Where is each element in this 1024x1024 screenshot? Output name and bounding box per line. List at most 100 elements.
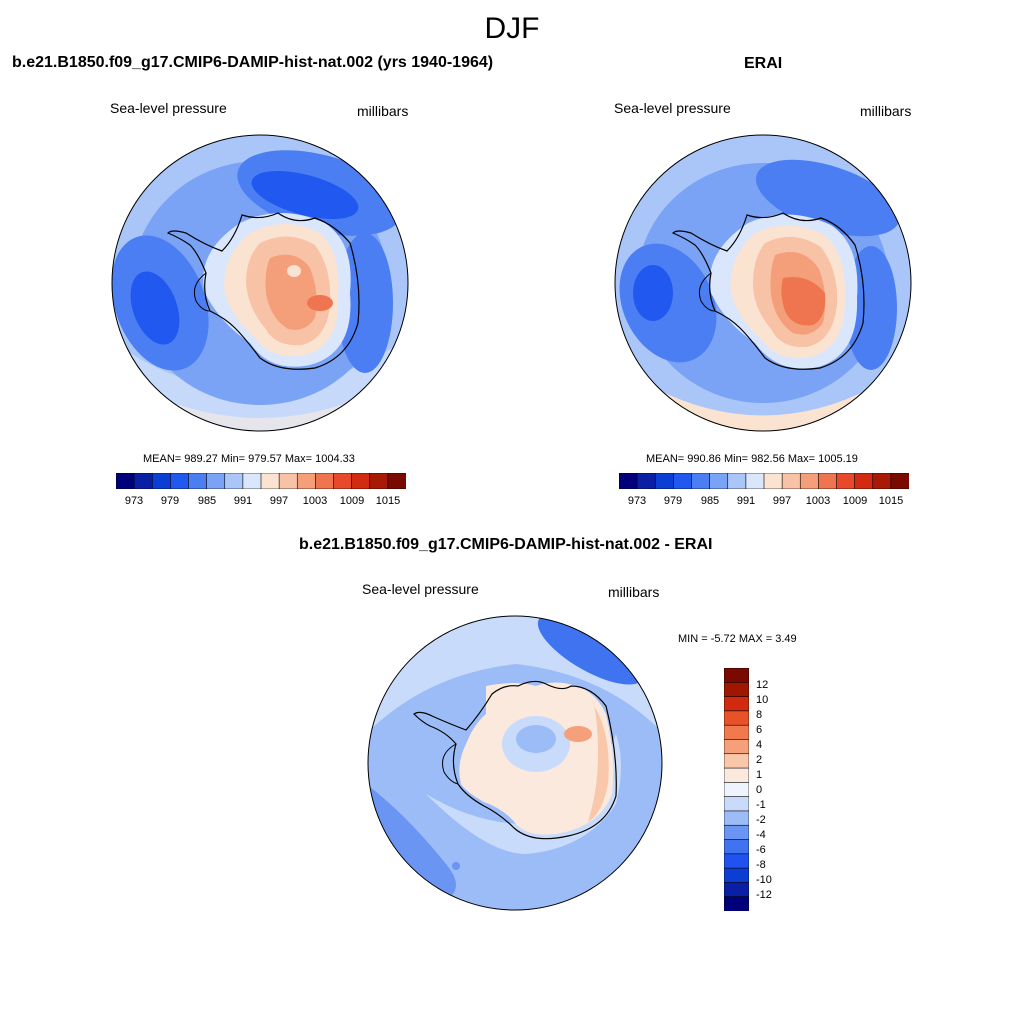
colorbar-tick: 1003 [302,495,328,507]
colorbar-swatch [724,710,749,726]
plateau-peak [307,295,333,311]
east-positive-anomaly [588,706,609,822]
colorbar-swatch [151,473,171,489]
peninsula-coast [442,743,459,785]
colorbar-tick: 991 [736,495,756,507]
colorbar-swatch [724,767,749,783]
panel-diff-variable-label: Sea-level pressure [362,581,479,597]
panel-model-variable-label: Sea-level pressure [110,100,227,116]
colorbar-swatch [745,473,765,489]
antarctica-coastline [671,212,865,370]
colorbar-tick: 997 [269,495,289,507]
deep-low-weddell [633,265,673,321]
colorbar-swatch [691,473,711,489]
deep-low-weddell [130,271,180,345]
colorbar-swatch [315,473,335,489]
panel-obs-units-label: millibars [860,103,912,119]
colorbar-swatch [224,473,244,489]
colorbar-swatch [242,473,262,489]
colorbar-tick: 8 [756,709,763,721]
colorbar-tick: -1 [756,799,766,811]
antarctica-coastline [166,212,360,370]
plateau-peak [781,277,826,326]
colorbar-tick: -4 [756,829,766,841]
strong-low-anomaly [537,616,645,685]
colorbar-swatch [116,473,135,489]
panel-obs-map [614,134,912,432]
colorbar-swatch [872,473,892,489]
panel-obs-colorbar [619,473,909,489]
colorbar-swatch [170,473,190,489]
colorbar-swatch [636,473,656,489]
colorbar-swatch [724,782,749,798]
colorbar-swatch [724,839,749,855]
colorbar-swatch [206,473,226,489]
colorbar-tick: -10 [756,874,772,886]
colorbar-tick: 973 [627,495,647,507]
colorbar-tick: 2 [756,754,763,766]
colorbar-tick: 1 [756,769,763,781]
panel-diff-colorbar [724,668,749,911]
antarctica-coastline [413,680,617,840]
colorbar-swatch [818,473,838,489]
panel-diff-colorbar-labels: 12 10 8 6 4 2 1 0 -1 -2 -4 -6 -8 -10 -12 [756,668,796,911]
colorbar-swatch [369,473,389,489]
colorbar-tick: 1009 [842,495,868,507]
panel-model-units-label: millibars [357,103,409,119]
colorbar-swatch [724,882,749,898]
panel-model-stats: MEAN= 989.27 Min= 979.57 Max= 1004.33 [143,453,355,465]
colorbar-swatch [673,473,693,489]
colorbar-tick: 0 [756,784,763,796]
peninsula-coast [698,272,716,312]
colorbar-tick: -6 [756,844,766,856]
colorbar-swatch [799,473,819,489]
colorbar-swatch [724,810,749,826]
colorbar-swatch [133,473,153,489]
colorbar-swatch [724,753,749,769]
colorbar-swatch [188,473,208,489]
low-indian [845,246,897,370]
colorbar-swatch [781,473,801,489]
map-border [614,134,912,432]
map-border [367,615,663,911]
colorbar-tick: 4 [756,739,763,751]
colorbar-tick: 985 [197,495,217,507]
colorbar-swatch [890,473,909,489]
panel-diff-stats: MIN = -5.72 MAX = 3.49 [678,633,797,645]
colorbar-tick: -2 [756,814,766,826]
panel-obs-title: ERAI [744,55,783,72]
colorbar-swatch [351,473,371,489]
colorbar-swatch [333,473,353,489]
colorbar-tick: 997 [772,495,792,507]
panel-obs-colorbar-labels: 973 979 985 991 997 1003 1009 1015 [619,495,909,509]
panel-diff-units-label: millibars [608,584,660,600]
colorbar-swatch [387,473,406,489]
colorbar-tick: 973 [124,495,144,507]
colorbar-swatch [727,473,747,489]
colorbar-swatch [724,853,749,869]
map-border [111,134,409,432]
colorbar-tick: 979 [663,495,683,507]
colorbar-tick: 1015 [375,495,401,507]
plateau-high [265,254,317,330]
colorbar-swatch [724,739,749,755]
colorbar-swatch [724,896,749,911]
colorbar-tick: -8 [756,859,766,871]
colorbar-swatch [709,473,729,489]
colorbar-tick: 985 [700,495,720,507]
panel-obs-stats: MEAN= 990.86 Min= 982.56 Max= 1005.19 [646,453,858,465]
panel-model-title: b.e21.B1850.f09_g17.CMIP6-DAMIP-hist-nat… [12,54,494,71]
colorbar-swatch [854,473,874,489]
colorbar-swatch [724,696,749,712]
colorbar-swatch [724,824,749,841]
colorbar-tick: 10 [756,694,769,706]
deep-low-pacific [251,171,359,219]
colorbar-tick: 991 [233,495,253,507]
low-indian [337,233,393,373]
colorbar-swatch [260,473,280,489]
colorbar-swatch [724,867,749,884]
colorbar-swatch [654,473,674,489]
colorbar-tick: -12 [756,889,772,901]
figure-title: DJF [484,12,540,45]
plateau-spot [287,265,301,277]
